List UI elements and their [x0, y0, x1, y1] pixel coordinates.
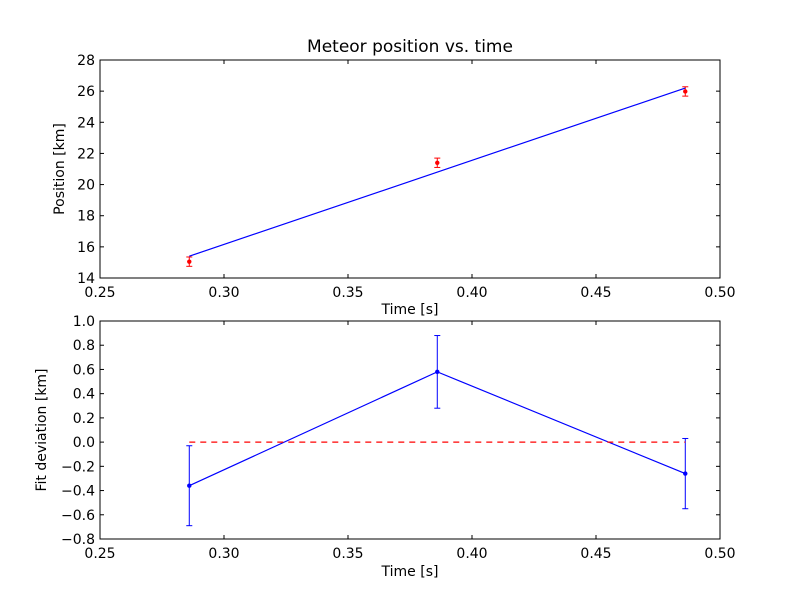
- deviation-data-point: [435, 369, 440, 375]
- deviation-ytick-label: 1.0: [73, 314, 95, 330]
- position-plot-title: Meteor position vs. time: [307, 37, 513, 57]
- position-xtick-label: 0.30: [208, 285, 239, 301]
- position-xtick-label: 0.45: [580, 285, 611, 301]
- position-ytick-label: 28: [77, 53, 95, 69]
- deviation-xtick-label: 0.35: [332, 546, 363, 562]
- deviation-xtick-label: 0.50: [704, 546, 735, 562]
- deviation-xtick-label: 0.40: [456, 546, 487, 562]
- deviation-ytick-label: 0.8: [73, 338, 95, 354]
- deviation-plot-xlabel: Time [s]: [381, 564, 439, 580]
- position-ytick-label: 16: [77, 240, 95, 256]
- position-ytick-label: 14: [77, 271, 95, 287]
- deviation-ytick-label: 0.6: [73, 362, 95, 378]
- position-data-point: [187, 259, 192, 264]
- position-series-1-line: [189, 87, 686, 257]
- deviation-ytick-label: 0.2: [73, 411, 95, 427]
- deviation-ytick-label: 0.0: [73, 435, 95, 451]
- deviation-plot-frame: [99, 320, 721, 540]
- position-xtick-label: 0.40: [456, 285, 487, 301]
- deviation-xtick-label: 0.30: [208, 546, 239, 562]
- position-ytick-label: 24: [77, 115, 95, 131]
- deviation-data-point: [683, 471, 688, 476]
- position-plot: 0.25 0.30 0.35 0.40 0.45 0.50 14 16 18 20 22 24 26 28…: [52, 37, 736, 318]
- deviation-xtick-label: 0.25: [84, 546, 115, 562]
- deviation-ytick-label: −0.8: [61, 532, 95, 548]
- position-data-point: [683, 89, 688, 94]
- position-xtick-label: 0.35: [332, 285, 363, 301]
- deviation-data-point: [187, 483, 192, 488]
- position-ytick-label: 26: [77, 84, 95, 100]
- position-plot-ylabel: Position [km]: [52, 123, 68, 215]
- deviation-ytick-label: 0.4: [73, 387, 95, 403]
- position-ytick-label: 20: [77, 178, 95, 194]
- deviation-ytick-label: −0.2: [61, 459, 95, 475]
- deviation-plot: 0.25 0.30 0.35 0.40 0.45 0.50 −0.8 −0.6 −0.4 −0.2…: [34, 314, 736, 580]
- deviation-plot-ylabel: Fit deviation [km]: [34, 368, 50, 491]
- position-data-point: [435, 160, 440, 165]
- position-xtick-label: 0.50: [704, 285, 735, 301]
- deviation-xtick-label: 0.45: [580, 546, 611, 562]
- deviation-ytick-label: −0.4: [61, 484, 95, 500]
- position-plot-frame: [99, 59, 721, 279]
- position-ytick-label: 22: [77, 146, 95, 162]
- deviation-ytick-label: −0.6: [61, 508, 95, 524]
- position-ytick-label: 18: [77, 209, 95, 225]
- position-plot-xlabel: Time [s]: [381, 302, 439, 318]
- position-xtick-label: 0.25: [84, 285, 115, 301]
